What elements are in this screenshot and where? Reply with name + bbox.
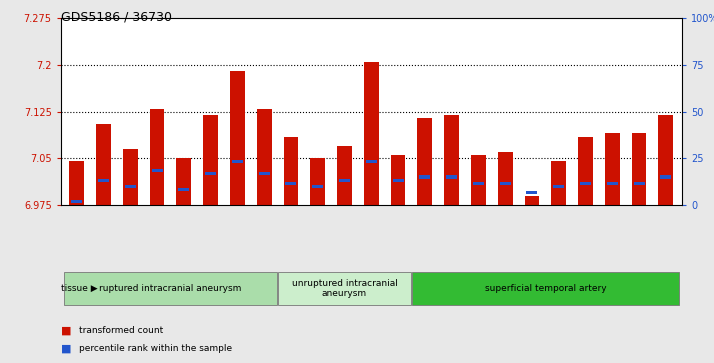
Bar (580, 182, 591, 185)
Bar (658, 115, 673, 205)
Bar (632, 134, 646, 205)
Bar (98, 179, 109, 182)
Text: ruptured intracranial aneurysm: ruptured intracranial aneurysm (99, 284, 241, 293)
Bar (230, 71, 245, 205)
Bar (311, 158, 325, 205)
Bar (446, 175, 457, 179)
Bar (393, 179, 403, 182)
Bar (660, 175, 671, 179)
Bar (257, 109, 271, 205)
Bar (286, 182, 296, 185)
Bar (419, 175, 431, 179)
Bar (123, 149, 138, 205)
Bar (312, 185, 323, 188)
Bar (364, 62, 378, 205)
Text: transformed count: transformed count (79, 326, 163, 335)
Text: unruptured intracranial
aneurysm: unruptured intracranial aneurysm (291, 279, 398, 298)
Bar (366, 160, 377, 163)
Bar (471, 155, 486, 205)
Bar (498, 152, 513, 205)
Text: tissue ▶: tissue ▶ (61, 284, 98, 293)
Bar (473, 182, 484, 185)
Text: ■: ■ (61, 343, 71, 354)
Bar (412, 272, 678, 305)
Bar (526, 191, 538, 194)
Bar (151, 169, 163, 172)
Bar (418, 118, 432, 205)
Bar (337, 146, 352, 205)
Bar (578, 136, 593, 205)
Bar (203, 115, 218, 205)
Bar (500, 182, 511, 185)
Bar (283, 136, 298, 205)
Text: percentile rank within the sample: percentile rank within the sample (79, 344, 231, 353)
Bar (391, 155, 406, 205)
Bar (605, 134, 620, 205)
Bar (178, 188, 189, 191)
Bar (551, 162, 566, 205)
Text: superficial temporal artery: superficial temporal artery (485, 284, 606, 293)
Bar (71, 200, 82, 203)
Bar (633, 182, 645, 185)
Bar (69, 162, 84, 205)
Bar (150, 109, 164, 205)
Text: ■: ■ (61, 325, 71, 335)
Bar (278, 272, 411, 305)
Bar (176, 158, 191, 205)
Bar (232, 160, 243, 163)
Bar (444, 115, 459, 205)
Text: GDS5186 / 36730: GDS5186 / 36730 (61, 11, 171, 24)
Bar (258, 172, 270, 175)
Bar (553, 185, 564, 188)
Bar (339, 179, 350, 182)
Bar (125, 185, 136, 188)
Bar (64, 272, 277, 305)
Bar (205, 172, 216, 175)
Bar (607, 182, 618, 185)
Bar (96, 124, 111, 205)
Bar (525, 196, 539, 205)
